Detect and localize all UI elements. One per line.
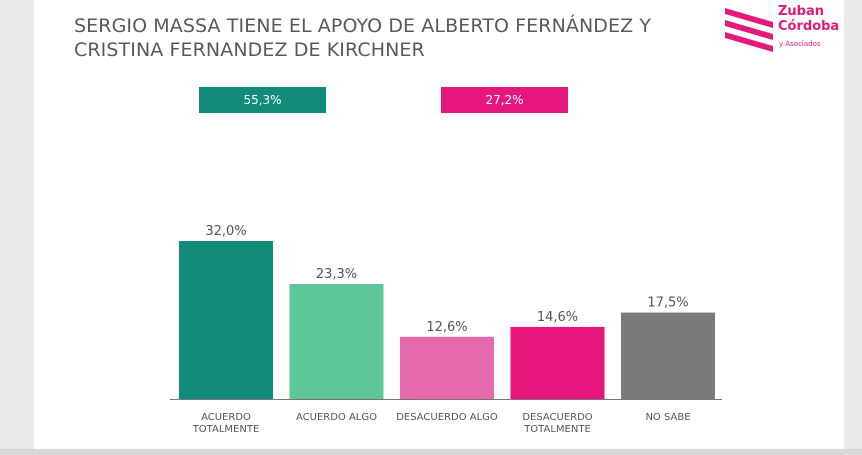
logo-line-1: Zuban xyxy=(778,4,825,19)
category-label-1-0: ACUERDO ALGO xyxy=(296,412,377,423)
bar-value-label-4: 17,5% xyxy=(647,296,688,311)
summary-disagree-badge: 27,2% xyxy=(441,87,568,113)
bar-1 xyxy=(289,283,384,399)
bar-value-label-2: 12,6% xyxy=(426,320,467,335)
logo-name: Zuban Córdoba xyxy=(778,4,839,34)
bar-value-label-1: 23,3% xyxy=(316,267,357,282)
bar-4 xyxy=(621,312,715,399)
bottom-strip xyxy=(0,449,862,455)
bar-0 xyxy=(179,241,273,399)
title-line-2: CRISTINA FERNANDEZ DE KIRCHNER xyxy=(74,39,425,61)
bar-3 xyxy=(510,326,605,399)
category-label-4-0: NO SABE xyxy=(645,412,690,423)
summary-agree-badge: 55,3% xyxy=(199,87,326,113)
title-line-1: SERGIO MASSA TIENE EL APOYO DE ALBERTO F… xyxy=(74,15,652,37)
category-label-0-1: TOTALMENTE xyxy=(192,424,260,435)
category-label-2-0: DESACUERDO ALGO xyxy=(396,412,498,423)
bar-value-label-0: 32,0% xyxy=(205,224,246,239)
bar-value-label-3: 14,6% xyxy=(537,310,578,325)
logo-line-2: Córdoba xyxy=(778,19,840,34)
zuban-cordoba-logo-icon xyxy=(725,8,773,52)
logo-subtitle: y Asociados xyxy=(779,40,821,48)
bar-2 xyxy=(400,336,494,399)
category-label-3-0: DESACUERDO xyxy=(522,412,592,423)
category-label-0-0: ACUERDO xyxy=(201,412,251,423)
chart-title: SERGIO MASSA TIENE EL APOYO DE ALBERTO F… xyxy=(74,14,714,62)
category-label-3-1: TOTALMENTE xyxy=(523,424,591,435)
